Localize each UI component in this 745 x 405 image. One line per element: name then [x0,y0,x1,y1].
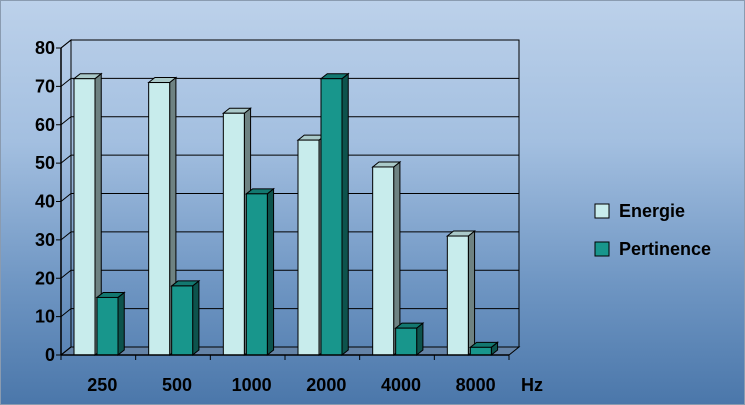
bar-energie-8000 [445,229,477,357]
legend-item-pertinence: Pertinence [594,239,711,259]
gridline [60,154,519,164]
x-axis-label: Hz [521,375,543,395]
bar-energie-4000 [371,160,402,357]
y-tick-label: 60 [35,115,55,135]
x-tick-label: 2000 [306,375,346,395]
bar-pertinence-500 [170,279,201,357]
y-tick-label: 30 [35,230,55,250]
y-tick-label: 80 [35,38,55,58]
bar-pertinence-4000 [394,322,425,357]
gridline [60,116,519,126]
bar-pertinence-250 [95,291,126,357]
x-tick-label: 4000 [381,375,421,395]
y-tick-label: 10 [35,307,55,327]
legend-item-energie: Energie [594,201,685,221]
bar-pertinence-1000 [244,187,276,357]
y-tick-label: 50 [35,153,55,173]
x-tick-label: 8000 [456,375,496,395]
gridline [60,193,519,202]
gridline [60,346,519,356]
legend-swatch [594,203,610,219]
y-axis-ticks: 0 10 20 30 40 50 60 70 80 [35,38,61,365]
gridline [60,269,519,279]
y-tick-label: 20 [35,268,55,288]
y-tick-label: 40 [35,192,55,212]
bar-pertinence-2000 [319,72,350,357]
bars [72,72,500,357]
x-axis-ticks: 250 500 1000 2000 4000 8000 [60,355,510,395]
legend-swatch [594,241,610,257]
x-tick-label: 500 [162,375,192,395]
legend-label: Energie [619,201,685,221]
gridline [60,39,519,49]
gridlines [60,39,519,356]
bar-pertinence-8000 [468,341,500,357]
gridline [60,77,519,87]
x-tick-label: 250 [87,375,117,395]
x-tick-label: 1000 [232,375,272,395]
legend-label: Pertinence [619,239,711,259]
legend: Energie Pertinence [594,201,711,259]
gridline [60,231,519,241]
y-tick-label: 0 [45,345,55,365]
gridline [60,308,519,318]
y-tick-label: 70 [35,76,55,96]
